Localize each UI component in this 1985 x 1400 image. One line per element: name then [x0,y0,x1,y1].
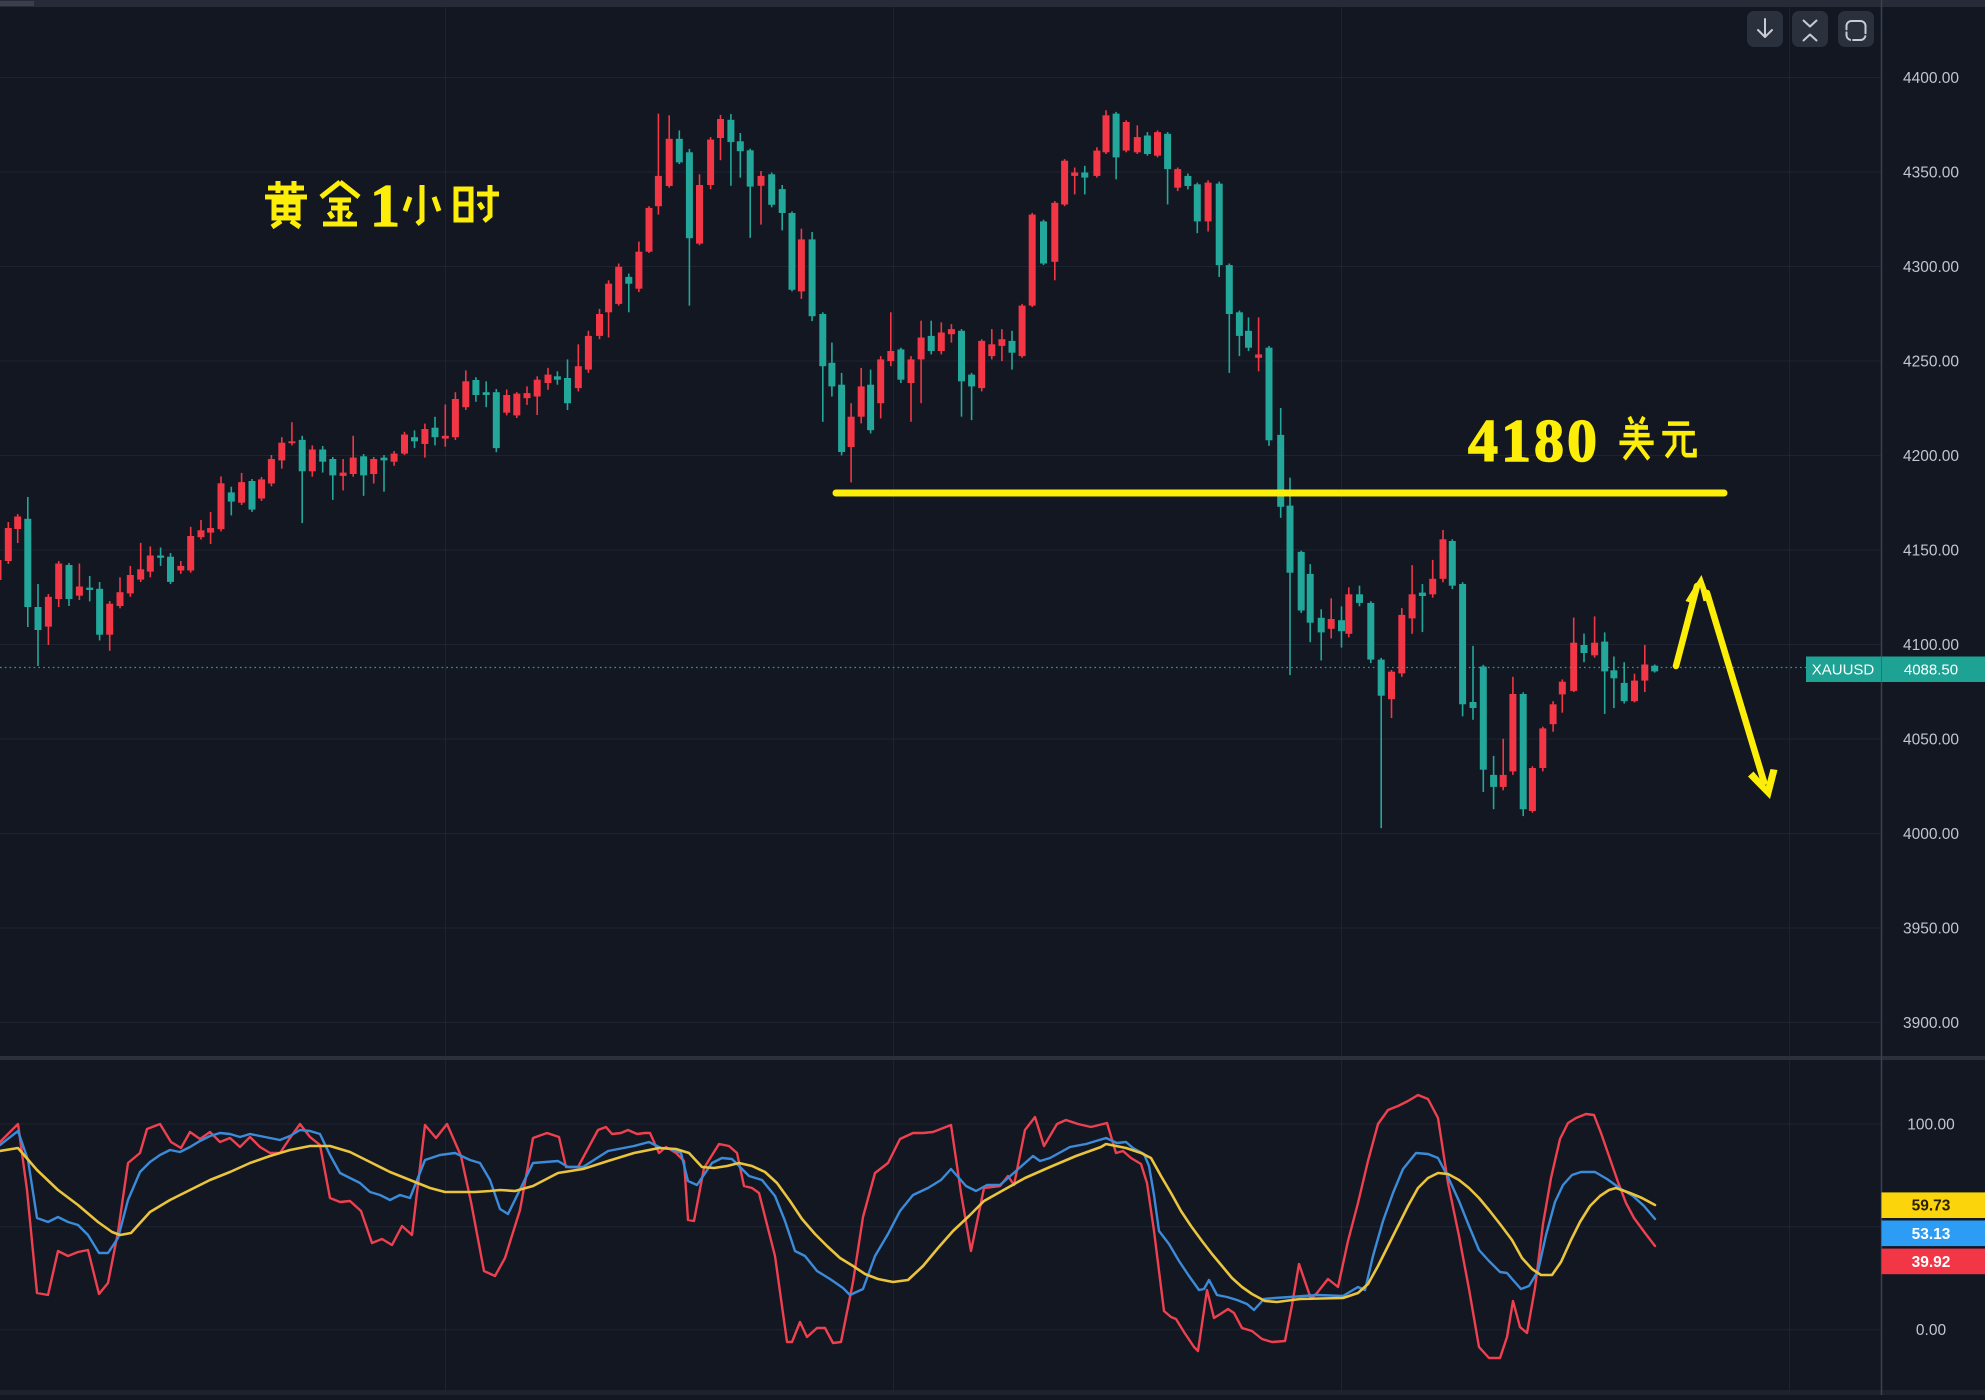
svg-text:4100.00: 4100.00 [1903,637,1959,654]
svg-text:XAUUSD: XAUUSD [1812,662,1875,679]
svg-text:4000.00: 4000.00 [1903,826,1959,843]
svg-text:4150.00: 4150.00 [1903,543,1959,560]
svg-text:0.00: 0.00 [1916,1322,1947,1339]
svg-text:4300.00: 4300.00 [1903,259,1959,276]
svg-text:4200.00: 4200.00 [1903,448,1959,465]
svg-text:4180: 4180 [1468,408,1600,474]
svg-text:4050.00: 4050.00 [1903,732,1959,749]
svg-text:4088.50: 4088.50 [1904,662,1958,679]
svg-text:4350.00: 4350.00 [1903,165,1959,182]
svg-text:100.00: 100.00 [1907,1117,1955,1134]
svg-text:4250.00: 4250.00 [1903,354,1959,371]
svg-text:59.73: 59.73 [1912,1198,1951,1215]
svg-text:39.92: 39.92 [1912,1254,1951,1271]
svg-text:53.13: 53.13 [1912,1226,1951,1243]
svg-text:4400.00: 4400.00 [1903,70,1959,87]
svg-text:3950.00: 3950.00 [1903,921,1959,938]
svg-text:3900.00: 3900.00 [1903,1015,1959,1032]
svg-text:1: 1 [370,173,400,239]
